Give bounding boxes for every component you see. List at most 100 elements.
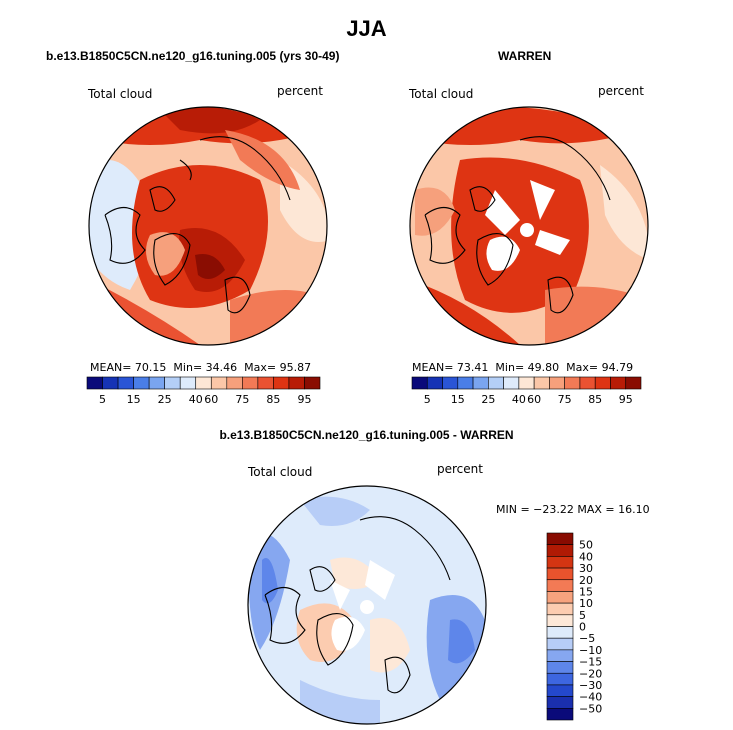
colorbar-2-swatch <box>625 376 642 390</box>
colorbar-2-swatch <box>594 376 611 390</box>
colorbar-3-swatch <box>546 649 574 662</box>
colorbar-3-tick-label: 10 <box>579 597 593 610</box>
colorbar-3-swatch <box>546 637 574 651</box>
colorbar-3-swatch <box>546 626 574 639</box>
panel-1-stats: MEAN= 70.15 Min= 34.46 Max= 95.87 <box>90 361 312 374</box>
panel-3-title: b.e13.B1850C5CN.ne120_g16.tuning.005 - W… <box>219 428 514 442</box>
colorbar-1-swatch <box>133 376 150 390</box>
colorbar-3-swatch <box>546 602 574 616</box>
colorbar-2-tick-label: 85 <box>588 393 602 406</box>
map-1-border <box>88 106 328 346</box>
colorbar-1-tick-label: 75 <box>235 393 249 406</box>
colorbar-2-swatch <box>411 376 428 390</box>
colorbar-2-swatch <box>503 376 520 390</box>
colorbar-3-swatch <box>546 544 574 557</box>
colorbar-3-tick-label: −30 <box>579 679 602 692</box>
colorbar-3-swatch <box>546 614 574 627</box>
panel-3-units: percent <box>437 462 483 476</box>
colorbar-2: 5 15 25 40 60 75 85 95 <box>411 376 642 406</box>
colorbar-1-swatch <box>195 376 212 390</box>
colorbar-2-tick-label: 15 <box>451 393 465 406</box>
colorbar-3-tick-label: 40 <box>579 550 593 563</box>
colorbar-3-tick-label: −5 <box>579 632 595 645</box>
colorbar-1-tick-label: 95 <box>297 393 311 406</box>
colorbar-1-swatch <box>242 376 259 390</box>
colorbar-1-tick-label: 15 <box>127 393 141 406</box>
map-1-coastlines <box>104 136 291 314</box>
panel-1-title: b.e13.B1850C5CN.ne120_g16.tuning.005 (yr… <box>46 49 340 63</box>
colorbar-3-tick-label: −20 <box>579 667 602 680</box>
map-2-border <box>409 106 649 346</box>
colorbar-1-swatch <box>304 376 321 390</box>
colorbar-3-tick-label: 5 <box>579 609 586 622</box>
colorbar-1-tick-label: 85 <box>266 393 280 406</box>
colorbar-1-swatch <box>210 376 228 390</box>
map-3 <box>248 486 486 724</box>
colorbar-3-tick-label: −50 <box>579 702 602 715</box>
colorbar-2-tick-label: 95 <box>619 393 633 406</box>
panel-3-variable: Total cloud <box>248 465 313 479</box>
panel-2-stats: MEAN= 73.41 Min= 49.80 Max= 94.79 <box>412 361 634 374</box>
colorbar-2-swatch <box>579 376 596 390</box>
colorbar-1-swatch <box>257 376 274 390</box>
colorbar-3-swatch <box>546 696 574 709</box>
colorbar-2-swatch <box>549 376 565 390</box>
colorbar-3-swatch <box>546 672 574 686</box>
colorbar-3-swatch <box>546 708 574 721</box>
panel-1-variable: Total cloud <box>88 87 153 101</box>
colorbar-3-tick-label: −40 <box>579 691 602 704</box>
colorbar-1-swatch <box>226 376 243 390</box>
colorbar-1-swatch <box>86 376 103 390</box>
colorbar-2-swatch <box>610 376 627 390</box>
colorbar-1-swatch <box>117 376 134 390</box>
colorbar-2-tick-label: 25 <box>481 393 495 406</box>
colorbar-3-tick-label: 20 <box>579 574 593 587</box>
colorbar-1-tick-label: 60 <box>204 393 218 406</box>
colorbar-3-swatch <box>546 591 574 604</box>
colorbar-2-swatch <box>472 376 489 390</box>
colorbar-1-tick-label: 5 <box>99 393 106 406</box>
colorbar-1-swatch <box>273 376 290 390</box>
colorbar-1-swatch <box>179 376 197 390</box>
colorbar-3-swatch <box>546 567 574 581</box>
panel-3-minmax: MIN = −23.22 MAX = 16.10 <box>496 503 650 516</box>
colorbar-3-tick-label: 15 <box>579 585 593 598</box>
map-1 <box>89 107 327 345</box>
colorbar-2-tick-label: 5 <box>424 393 431 406</box>
main-title: JJA <box>346 16 387 41</box>
colorbar-2-swatch <box>426 376 443 390</box>
colorbar-1-swatch <box>102 376 119 390</box>
colorbar-2-tick-label: 40 <box>512 393 526 406</box>
colorbar-1-swatch <box>148 376 165 390</box>
colorbar-3-tick-label: 30 <box>579 562 593 575</box>
colorbar-3-swatch <box>546 556 574 569</box>
panel-2-variable: Total cloud <box>409 87 474 101</box>
colorbar-2-swatch <box>518 376 535 390</box>
colorbar-1-swatch <box>164 376 181 390</box>
colorbar-3-swatch <box>546 532 574 545</box>
colorbar-1-tick-label: 25 <box>158 393 172 406</box>
colorbar-1-swatch <box>288 376 305 390</box>
colorbar-3-swatch <box>546 579 574 592</box>
map-2-coastlines <box>424 136 611 314</box>
colorbar-3-tick-label: 50 <box>579 539 593 552</box>
colorbar-2-swatch <box>457 376 474 390</box>
colorbar-3-tick-label: −15 <box>579 656 602 669</box>
colorbar-1: 5 15 25 40 60 75 85 95 <box>86 376 321 406</box>
panel-1-units: percent <box>277 84 323 98</box>
colorbar-2-swatch <box>442 376 459 390</box>
map-3-border <box>247 485 487 725</box>
colorbar-2-tick-label: 75 <box>558 393 572 406</box>
colorbar-2-swatch <box>564 376 581 390</box>
panel-2-title: WARREN <box>498 49 552 63</box>
colorbar-1-tick-label: 40 <box>189 393 203 406</box>
panel-2-units: percent <box>598 84 644 98</box>
colorbar-3-swatch <box>546 661 574 674</box>
map-2 <box>410 107 648 345</box>
colorbar-2-tick-label: 60 <box>527 393 541 406</box>
colorbar-3-tick-label: 0 <box>579 621 586 634</box>
colorbar-3-swatch <box>546 684 574 697</box>
colorbar-2-swatch <box>488 376 504 390</box>
